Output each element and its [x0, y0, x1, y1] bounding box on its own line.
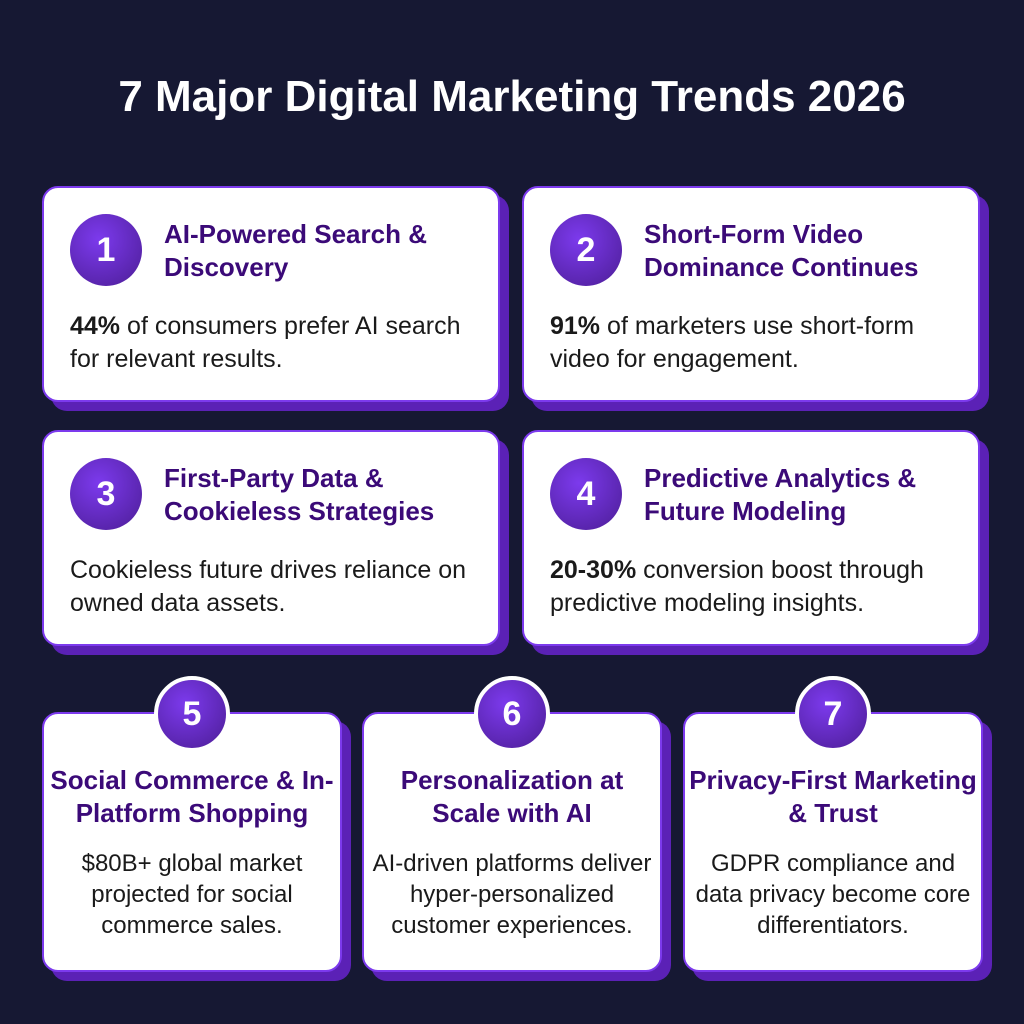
trend-text: of consumers prefer AI search for releva…	[70, 312, 461, 373]
trend-description: 20-30% conversion boost through predictiv…	[550, 554, 964, 620]
trend-number: 4	[550, 458, 622, 530]
trend-number: 5	[154, 676, 230, 752]
trend-stat: 20-30%	[550, 556, 637, 584]
trend-text: of marketers use short-form video for en…	[550, 312, 915, 373]
trend-title: Predictive Analytics & Future Modeling	[644, 463, 917, 526]
page-title: 7 Major Digital Marketing Trends 2026	[118, 72, 906, 121]
trend-stat: 91%	[550, 312, 601, 340]
trend-description: $80B+ global market projected for social…	[50, 848, 334, 941]
trend-number: 3	[70, 458, 142, 530]
trend-card: 5 Social Commerce & In-Platform Shopping $…	[42, 676, 342, 972]
trend-description: GDPR compliance and data privacy become …	[691, 848, 975, 941]
trend-text: conversion boost through predictive mode…	[550, 556, 924, 617]
trend-title: Short-Form Video Dominance Continues	[644, 219, 919, 282]
trend-title: AI-Powered Search & Discovery	[164, 219, 427, 282]
trend-title: Privacy-First Marketing & Trust	[689, 765, 977, 828]
trend-description: AI-driven platforms deliver hyper-person…	[370, 848, 654, 941]
trend-title: Social Commerce & In-Platform Shopping	[50, 765, 334, 828]
trend-text: $80B+ global market projected for social…	[81, 850, 303, 939]
trend-card: 4 Predictive Analytics & Future Modeling 2…	[522, 430, 980, 646]
trend-card: 1 AI-Powered Search & Discovery 44% of cons…	[42, 186, 500, 402]
trend-card: 3 First-Party Data & Cookieless Strategie…	[42, 430, 500, 646]
trend-card: 6 Personalization at Scale with AI AI-driv…	[362, 676, 662, 972]
trend-number: 1	[70, 214, 142, 286]
trend-text: Cookieless future drives reliance on own…	[70, 556, 467, 617]
trend-number: 7	[795, 676, 871, 752]
trend-number: 6	[474, 676, 550, 752]
trend-description: Cookieless future drives reliance on own…	[70, 554, 484, 620]
trend-description: 44% of consumers prefer AI search for rel…	[70, 310, 484, 376]
trend-card: 7 Privacy-First Marketing & Trust GDPR com…	[683, 676, 983, 972]
trend-description: 91% of marketers use short-form video for…	[550, 310, 964, 376]
trend-text: AI-driven platforms deliver hyper-person…	[372, 850, 652, 939]
trend-title: Personalization at Scale with AI	[400, 765, 624, 828]
trend-title: First-Party Data & Cookieless Strategies	[164, 463, 435, 526]
trend-stat: 44%	[70, 312, 121, 340]
trend-card: 2 Short-Form Video Dominance Continues 91%…	[522, 186, 980, 402]
trend-number: 2	[550, 214, 622, 286]
trend-text: GDPR compliance and data privacy become …	[695, 850, 971, 939]
